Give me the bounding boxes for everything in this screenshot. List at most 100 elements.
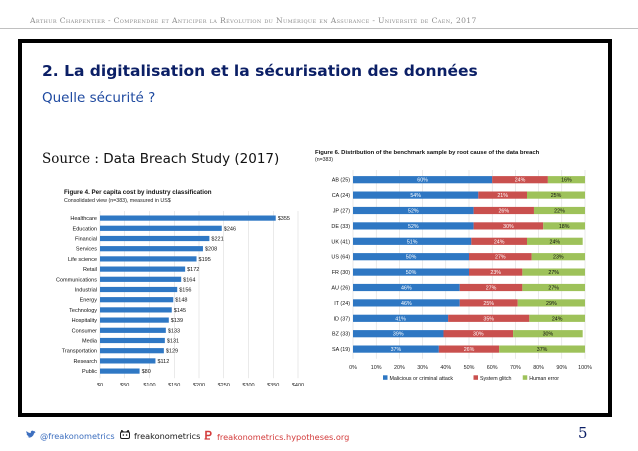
segment-label: 50%: [406, 270, 417, 276]
figure6-chart: Figure 6. Distribution of the benchmark …: [315, 150, 592, 382]
value-label: $221: [211, 237, 223, 243]
x-tick-label: $50: [120, 383, 129, 386]
bar-segment: [438, 345, 500, 353]
bar-segment: [353, 237, 472, 245]
bar: [100, 286, 178, 293]
bar-segment: [459, 283, 523, 292]
bar: [100, 358, 156, 364]
x-tick-label: $300: [242, 383, 254, 386]
source-line: Source : Data Breach Study (2017): [42, 151, 279, 167]
category-label: SA (19): [332, 347, 350, 353]
segment-label: 52%: [408, 209, 419, 215]
value-label: $80: [142, 369, 151, 375]
bar-segment: [522, 283, 585, 292]
blog-icon: [204, 430, 213, 443]
category-label: US (64): [331, 255, 350, 261]
value-label: $156: [179, 288, 191, 294]
bar-segment: [353, 330, 444, 338]
category-label: UK (41): [331, 239, 350, 245]
segment-label: 25%: [551, 193, 562, 199]
x-tick-label: 90%: [556, 365, 567, 371]
value-label: $208: [205, 247, 217, 253]
segment-label: 54%: [410, 193, 421, 199]
x-tick-label: 70%: [510, 365, 521, 371]
segment-label: 24%: [494, 239, 505, 245]
bar: [100, 276, 182, 282]
blog-url: freakonometrics.hypotheses.org: [217, 431, 350, 442]
legend-swatch: [473, 375, 478, 380]
source-label: Source :: [42, 151, 99, 167]
segment-label: 60%: [417, 178, 428, 184]
segment-label: 27%: [495, 255, 506, 261]
x-tick-label: $350: [267, 383, 279, 386]
bar: [100, 246, 203, 252]
page-number: 5: [578, 424, 588, 442]
x-tick-label: 40%: [440, 365, 451, 371]
segment-label: 27%: [548, 286, 559, 292]
segment-label: 21%: [497, 193, 508, 199]
category-label: AB (25): [332, 178, 350, 184]
twitter-handle: @freakonometrics: [40, 431, 115, 441]
category-label: Financial: [75, 237, 97, 243]
category-label: FR (30): [332, 270, 350, 276]
value-label: $164: [183, 277, 195, 283]
bar-segment: [353, 345, 439, 353]
footer-github[interactable]: freakonometrics: [120, 429, 200, 442]
value-label: $112: [157, 359, 169, 365]
segment-label: 30%: [473, 332, 484, 338]
segment-label: 24%: [552, 316, 563, 322]
bar-segment: [522, 268, 585, 276]
bar: [100, 348, 164, 354]
bar-segment: [353, 253, 469, 261]
x-tick-label: 100%: [578, 365, 592, 371]
segment-label: 46%: [401, 301, 412, 307]
bar-segment: [353, 283, 460, 292]
segment-label: 27%: [486, 286, 497, 292]
segment-label: 26%: [464, 347, 475, 353]
value-label: $246: [224, 226, 236, 232]
bar-segment: [353, 191, 479, 199]
segment-label: 37%: [537, 347, 548, 353]
segment-label: 37%: [391, 347, 402, 353]
bar-segment: [513, 330, 583, 338]
bar-segment: [517, 299, 585, 307]
category-label: Public: [82, 369, 97, 375]
category-label: Communications: [56, 277, 97, 283]
segment-label: 22%: [554, 209, 565, 215]
bar-segment: [527, 191, 585, 199]
category-label: Energy: [80, 298, 98, 304]
legend-swatch: [383, 375, 388, 380]
category-label: Industrial: [75, 288, 97, 294]
bar-segment: [473, 206, 534, 215]
bar-segment: [353, 268, 469, 276]
chart-subtitle: Consolidated view (n=383), measured in U…: [64, 198, 171, 204]
bar: [100, 225, 222, 231]
x-tick-label: 50%: [464, 365, 475, 371]
segment-label: 39%: [393, 332, 404, 338]
category-label: IT (24): [334, 301, 350, 307]
x-tick-label: $250: [218, 383, 230, 386]
bar: [100, 307, 172, 313]
header-text: Arthur Charpentier - Comprendre et Antic…: [30, 16, 477, 25]
bar: [100, 235, 210, 242]
x-tick-label: 60%: [487, 365, 498, 371]
value-label: $131: [167, 339, 179, 345]
category-label: Life science: [68, 257, 97, 263]
footer-blog[interactable]: freakonometrics.hypotheses.org: [204, 430, 349, 443]
footer-twitter[interactable]: @freakonometrics: [26, 430, 115, 442]
slide-title: 2. La digitalisation et la sécurisation …: [42, 62, 478, 80]
bar: [100, 337, 165, 344]
value-label: $133: [168, 328, 180, 334]
x-tick-label: 10%: [371, 365, 382, 371]
bar-segment: [353, 176, 493, 184]
bar: [100, 327, 166, 333]
bar: [100, 317, 169, 323]
header-rule: [0, 28, 638, 29]
x-tick-label: $400: [292, 383, 304, 386]
source-value: Data Breach Study (2017): [103, 151, 280, 167]
value-label: $172: [187, 267, 199, 273]
slide-subtitle: Quelle sécurité ?: [42, 90, 156, 106]
chart-subtitle: (n=383): [315, 157, 333, 163]
segment-label: 46%: [401, 286, 412, 292]
bar-segment: [547, 176, 585, 184]
